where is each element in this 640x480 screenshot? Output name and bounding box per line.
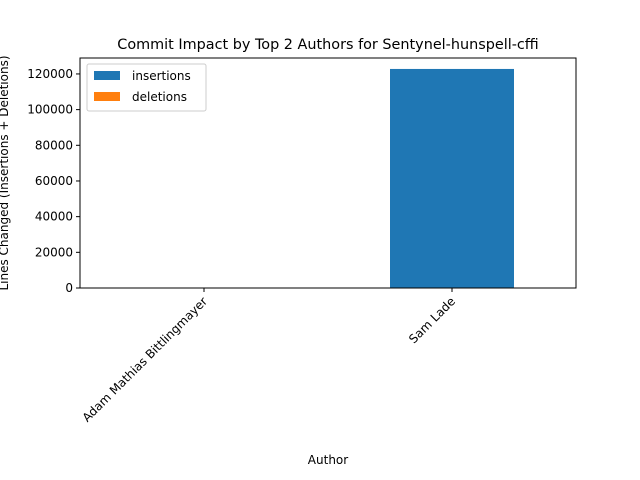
y-axis-label: Lines Changed (Insertions + Deletions) xyxy=(0,55,11,290)
legend-label-insertions: insertions xyxy=(132,69,191,83)
legend-swatch-insertions xyxy=(94,71,120,80)
y-tick-label: 40000 xyxy=(35,210,73,224)
y-tick-label: 100000 xyxy=(27,103,73,117)
bars-group xyxy=(390,68,514,288)
bar-insertions-1 xyxy=(390,68,514,288)
x-axis-label: Author xyxy=(308,453,348,467)
legend: insertions deletions xyxy=(86,63,207,112)
y-tick-label: 80000 xyxy=(35,138,73,152)
y-axis: 0 20000 40000 60000 80000 100000 120000 xyxy=(27,67,80,295)
y-tick-label: 60000 xyxy=(35,174,73,188)
y-tick-label: 120000 xyxy=(27,67,73,81)
y-tick-label: 20000 xyxy=(35,245,73,259)
plot-frame xyxy=(79,57,577,289)
chart-title: Commit Impact by Top 2 Authors for Senty… xyxy=(117,37,538,53)
legend-swatch-deletions xyxy=(94,92,120,101)
y-tick-label: 0 xyxy=(65,281,73,295)
legend-label-deletions: deletions xyxy=(132,90,187,104)
